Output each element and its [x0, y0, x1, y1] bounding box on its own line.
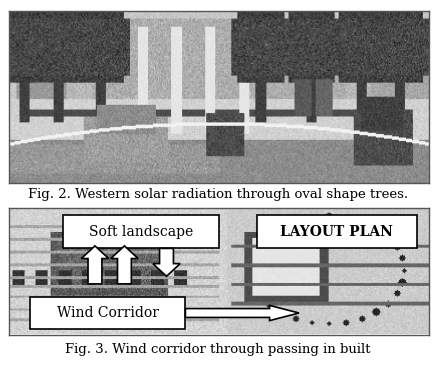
Text: LAYOUT PLAN: LAYOUT PLAN [280, 225, 393, 239]
FancyBboxPatch shape [63, 215, 219, 248]
Text: Wind Corridor: Wind Corridor [57, 306, 159, 320]
Text: Fig. 2. Western solar radiation through oval shape trees.: Fig. 2. Western solar radiation through … [28, 188, 408, 201]
FancyBboxPatch shape [257, 215, 417, 248]
Text: Fig. 3. Wind corridor through passing in built: Fig. 3. Wind corridor through passing in… [65, 343, 371, 356]
FancyArrow shape [111, 246, 138, 284]
FancyBboxPatch shape [30, 296, 185, 330]
Text: Soft landscape: Soft landscape [89, 225, 194, 239]
FancyArrow shape [81, 246, 109, 284]
FancyArrow shape [153, 248, 180, 276]
FancyArrow shape [185, 305, 299, 321]
